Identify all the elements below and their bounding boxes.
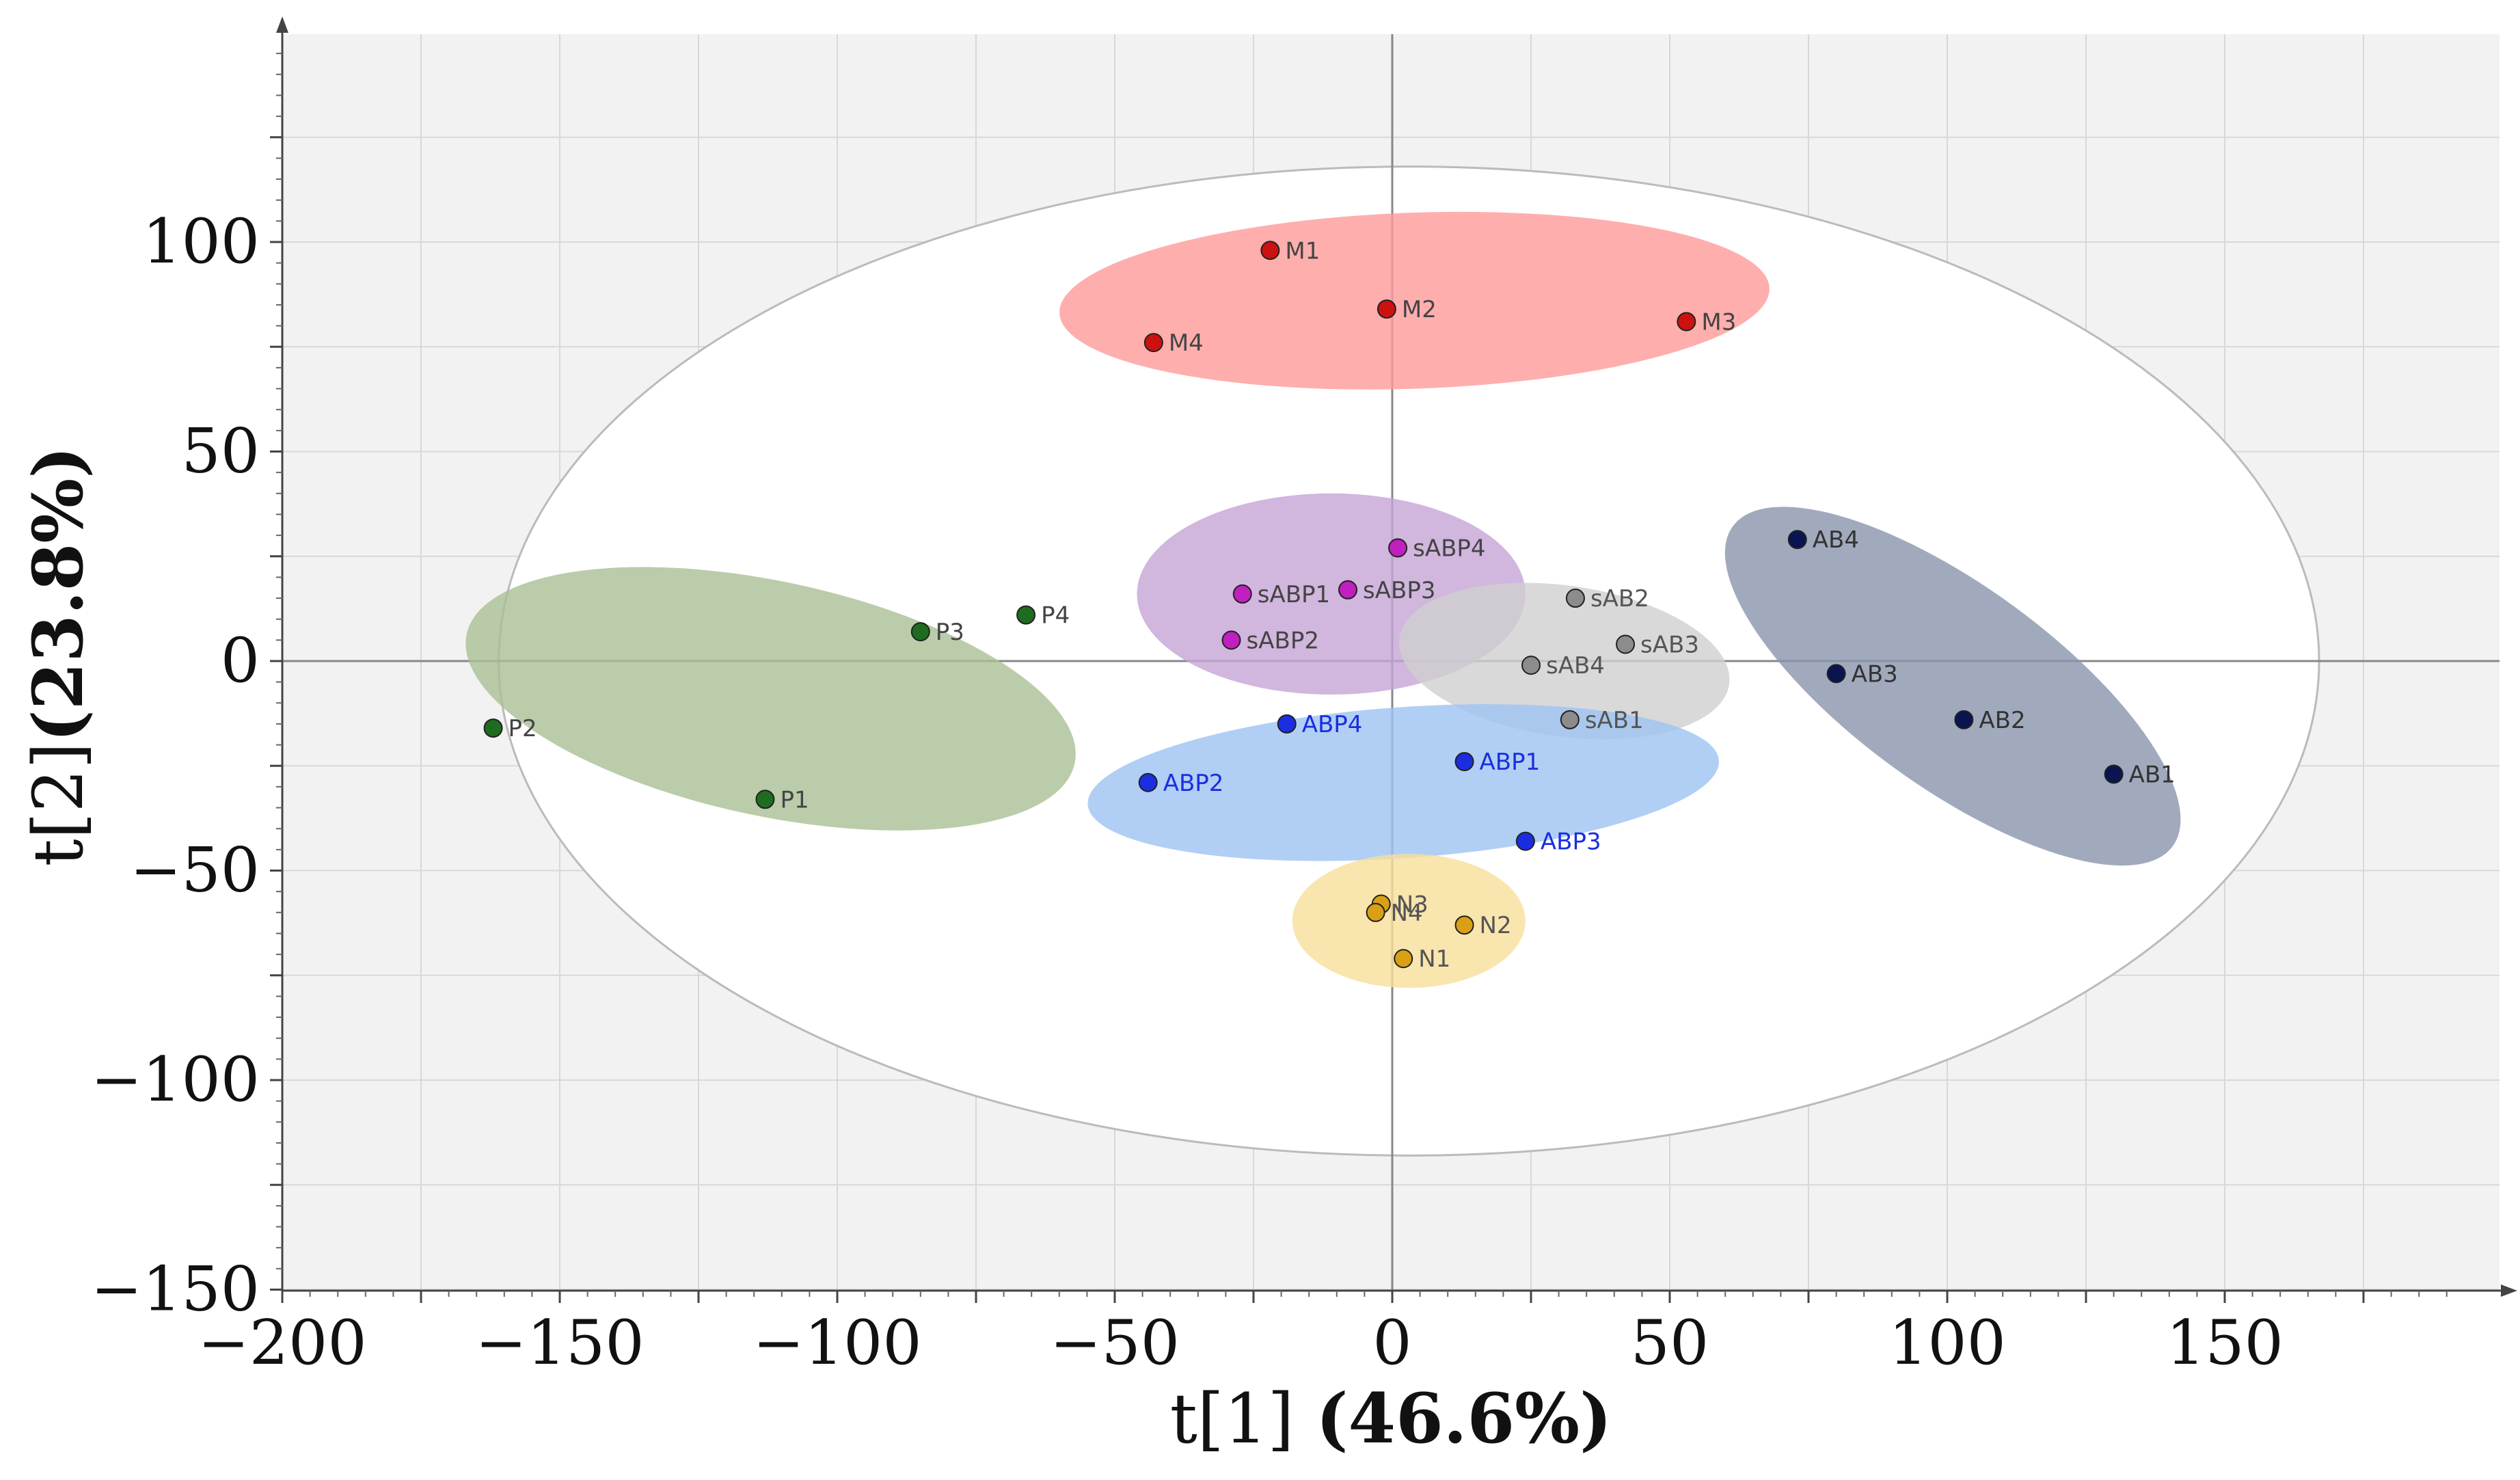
data-label-m1: M1: [1285, 237, 1320, 265]
data-label-p1: P1: [780, 786, 809, 813]
y-tick-label: 50: [181, 416, 260, 487]
data-point-sab3: [1616, 634, 1636, 654]
tick-labels: −200 −150 −100 −50 0 50 100 150−150−100−5005010…: [91, 206, 2284, 1379]
x-tick-label: −100: [753, 1307, 921, 1379]
y-tick-label: −150: [91, 1254, 260, 1326]
y-axis-title: t[2](23.8%): [18, 446, 98, 866]
data-label-sabp1: sABP1: [1258, 581, 1330, 608]
data-label-n3: N3: [1396, 891, 1428, 919]
y-axis-arrow: [276, 16, 288, 33]
data-point-n2: [1454, 915, 1474, 935]
data-label-n2: N2: [1480, 912, 1512, 939]
y-tick-label: −50: [130, 835, 260, 906]
data-label-n4: N4: [1391, 900, 1423, 927]
x-tick-label: −200: [198, 1307, 366, 1379]
y-axis-title-percent: (23.8%): [18, 446, 98, 742]
x-tick-label: −150: [475, 1307, 644, 1379]
data-label-sab2: sAB2: [1590, 585, 1649, 613]
data-label-abp2: ABP2: [1163, 770, 1224, 797]
data-label-p4: P4: [1041, 602, 1070, 630]
group-ellipses: [465, 211, 2181, 988]
data-point-sabp3: [1338, 580, 1358, 600]
data-label-m3: M3: [1701, 308, 1736, 336]
data-label-m4: M4: [1169, 329, 1204, 357]
data-point-p4: [1016, 605, 1036, 625]
data-point-ab2: [1954, 710, 1974, 729]
data-point-sab2: [1565, 589, 1585, 608]
data-label-sabp3: sABP3: [1363, 577, 1435, 604]
group-ellipse-abp: [1087, 704, 1720, 861]
data-point-p3: [910, 622, 930, 642]
x-tick-label: 100: [1888, 1307, 2006, 1379]
group-ellipse-sab: [1399, 582, 1730, 740]
data-label-ab1: AB1: [2129, 762, 2176, 789]
x-axis-title-prefix: t[1]: [1170, 1379, 1316, 1459]
data-label-p3: P3: [936, 619, 964, 646]
data-label-ab4: AB4: [1813, 526, 1859, 554]
data-point-p1: [755, 790, 775, 809]
data-label-sabp4: sABP4: [1413, 535, 1485, 562]
data-point-abp1: [1454, 752, 1474, 772]
data-point-abp4: [1277, 714, 1297, 734]
group-ellipse-m: [1059, 211, 1770, 390]
data-label-p2: P2: [509, 715, 537, 742]
x-tick-label: −50: [1050, 1307, 1180, 1379]
data-point-n4: [1366, 902, 1385, 922]
data-label-sab4: sAB4: [1546, 652, 1605, 680]
data-label-abp4: ABP4: [1302, 711, 1363, 738]
y-tick-label: 100: [142, 206, 260, 278]
data-point-sab1: [1560, 710, 1580, 729]
data-point-sabp4: [1388, 538, 1408, 558]
data-label-n1: N1: [1418, 945, 1450, 973]
data-point-sab4: [1521, 656, 1541, 675]
data-label-abp3: ABP3: [1541, 829, 1601, 856]
data-point-abp3: [1515, 831, 1535, 851]
data-point-ab3: [1826, 664, 1846, 684]
x-tick-label: 50: [1631, 1307, 1709, 1379]
x-tick-label: 150: [2166, 1307, 2284, 1379]
data-label-sabp2: sABP2: [1247, 627, 1319, 654]
data-point-p2: [483, 718, 503, 738]
data-points: M1 M2 M3 M4 P1 P2 P3 P4 sABP1 sABP2 sABP3 sABP4 sAB1…: [483, 237, 2176, 973]
data-point-m3: [1677, 312, 1696, 332]
data-label-m2: M2: [1402, 296, 1437, 323]
x-tick-label: 0: [1372, 1307, 1411, 1379]
y-tick-label: −100: [91, 1044, 260, 1116]
axes: [270, 16, 2517, 1303]
data-point-sabp1: [1232, 584, 1252, 604]
data-point-sabp2: [1221, 630, 1241, 650]
data-point-n1: [1394, 949, 1413, 969]
data-label-ab2: AB2: [1979, 707, 2025, 734]
data-point-m4: [1143, 333, 1163, 353]
data-label-sab3: sAB3: [1640, 631, 1699, 658]
data-point-m2: [1377, 299, 1396, 319]
group-ellipse-n: [1292, 853, 1526, 988]
x-axis-title: t[1] (46.6%): [1170, 1378, 1612, 1459]
x-axis-title-percent: (46.6%): [1316, 1378, 1612, 1459]
data-label-sab1: sAB1: [1585, 707, 1644, 734]
x-axis-arrow: [2501, 1284, 2517, 1297]
group-ellipse-ab: [1724, 507, 2181, 866]
y-tick-label: 0: [221, 625, 260, 697]
data-point-ab1: [2104, 764, 2124, 784]
data-label-abp1: ABP1: [1480, 749, 1541, 776]
data-label-ab3: AB3: [1852, 660, 1898, 688]
data-point-abp2: [1138, 772, 1158, 792]
data-point-ab4: [1787, 530, 1807, 550]
data-point-m1: [1260, 241, 1280, 260]
y-axis-title-prefix: t[2]: [18, 742, 98, 867]
